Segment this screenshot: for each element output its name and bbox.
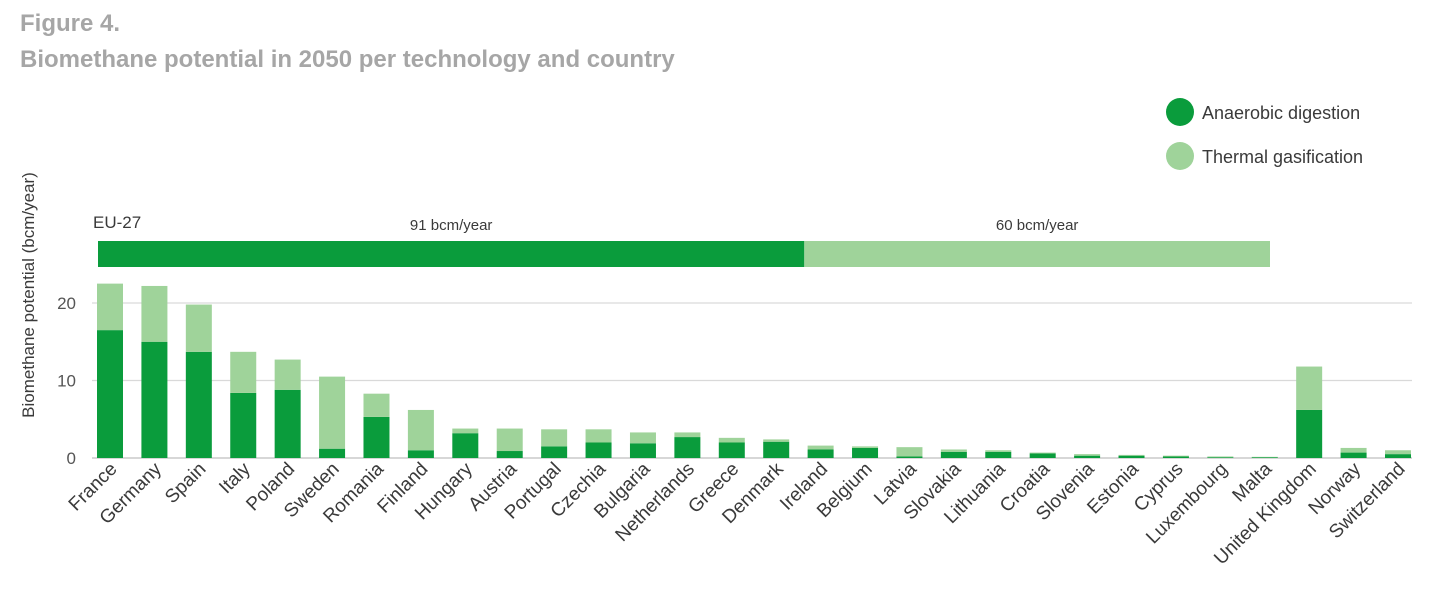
eu27-label: EU-27 <box>93 213 141 232</box>
bar-thermal-austria <box>496 428 523 452</box>
bar-anaerobic-france <box>97 330 123 458</box>
y-axis-label: Biomethane potential (bcm/year) <box>19 172 38 418</box>
bar-thermal-united-kingdom <box>1296 366 1323 410</box>
bar-thermal-slovenia <box>1074 454 1101 456</box>
bar-anaerobic-bulgaria <box>629 443 656 458</box>
bar-anaerobic-cyprus <box>1162 456 1189 458</box>
bar-thermal-croatia <box>1029 452 1056 454</box>
bar-thermal-italy <box>230 351 257 393</box>
bar-thermal-bulgaria <box>629 432 656 444</box>
bar-thermal-belgium <box>852 446 879 448</box>
eu27-bar-thermal <box>804 241 1270 267</box>
y-tick-label-0: 0 <box>67 449 76 468</box>
bar-thermal-switzerland <box>1385 450 1411 455</box>
bar-anaerobic-sweden <box>319 448 346 458</box>
legend-label-anaerobic: Anaerobic digestion <box>1202 103 1360 123</box>
bar-thermal-estonia <box>1118 454 1145 456</box>
bar-thermal-romania <box>363 393 390 417</box>
eu27-anaerobic-value: 91 bcm/year <box>410 217 493 234</box>
bar-thermal-cyprus <box>1162 455 1189 457</box>
bar-anaerobic-poland <box>274 389 301 458</box>
bar-thermal-czechia <box>585 429 612 443</box>
bar-thermal-denmark <box>763 439 790 442</box>
bar-anaerobic-germany <box>141 341 168 458</box>
bar-anaerobic-slovakia <box>940 451 967 458</box>
bar-thermal-greece <box>718 437 745 443</box>
bar-anaerobic-united-kingdom <box>1296 409 1323 458</box>
bar-anaerobic-lithuania <box>985 451 1012 458</box>
bar-thermal-sweden <box>319 376 346 449</box>
legend-swatch-thermal <box>1166 142 1194 170</box>
legend-swatch-anaerobic <box>1166 98 1194 126</box>
bar-thermal-netherlands <box>674 432 701 438</box>
bar-anaerobic-switzerland <box>1385 454 1411 458</box>
bar-anaerobic-czechia <box>585 442 612 458</box>
bar-anaerobic-ireland <box>807 449 834 458</box>
bar-thermal-portugal <box>541 429 568 447</box>
y-tick-label-10: 10 <box>57 372 76 391</box>
bar-anaerobic-croatia <box>1029 453 1056 458</box>
bar-anaerobic-italy <box>230 392 257 458</box>
bar-thermal-hungary <box>452 428 479 434</box>
bar-anaerobic-hungary <box>452 433 479 458</box>
bar-thermal-germany <box>141 285 168 342</box>
bar-anaerobic-slovenia <box>1074 455 1101 458</box>
bar-anaerobic-luxembourg <box>1207 457 1234 458</box>
bar-thermal-finland <box>407 409 434 451</box>
bar-anaerobic-estonia <box>1118 455 1145 458</box>
bar-thermal-latvia <box>896 447 923 457</box>
legend-label-thermal: Thermal gasification <box>1202 147 1363 167</box>
bar-anaerobic-finland <box>407 450 434 458</box>
x-tick-label-italy: Italy <box>215 458 255 498</box>
bar-anaerobic-denmark <box>763 441 790 458</box>
bar-anaerobic-latvia <box>896 456 923 458</box>
bar-thermal-france <box>97 283 123 331</box>
bar-thermal-slovakia <box>940 449 967 452</box>
figure-number: Figure 4. <box>20 10 121 37</box>
bar-thermal-norway <box>1340 447 1367 453</box>
y-tick-label-20: 20 <box>57 294 76 313</box>
bar-anaerobic-norway <box>1340 452 1367 458</box>
bar-thermal-luxembourg <box>1207 456 1234 458</box>
bar-thermal-lithuania <box>985 450 1012 452</box>
bar-thermal-poland <box>274 359 301 390</box>
bar-anaerobic-greece <box>718 442 745 458</box>
bar-anaerobic-spain <box>185 351 212 458</box>
bar-thermal-spain <box>185 304 212 352</box>
bar-anaerobic-malta <box>1251 457 1278 458</box>
figure-title: Biomethane potential in 2050 per technol… <box>20 46 675 73</box>
bar-anaerobic-romania <box>363 416 390 458</box>
eu27-bar-anaerobic <box>98 241 805 267</box>
bar-anaerobic-belgium <box>852 447 879 458</box>
x-tick-label-spain: Spain <box>161 459 210 508</box>
bar-anaerobic-portugal <box>541 446 568 458</box>
bar-thermal-ireland <box>807 445 834 450</box>
eu27-thermal-value: 60 bcm/year <box>996 217 1079 234</box>
bar-anaerobic-netherlands <box>674 437 701 458</box>
bar-anaerobic-austria <box>496 451 523 458</box>
